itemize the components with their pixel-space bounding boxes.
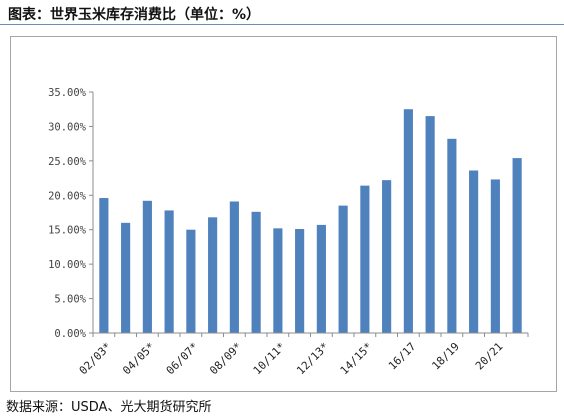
- bar-08/09*: [229, 201, 239, 333]
- y-tick-label: 5.00%: [54, 294, 86, 306]
- x-tick-label: 02/03*: [77, 340, 114, 377]
- bar-15/16*: [382, 180, 392, 333]
- bar-04/05*: [142, 200, 152, 333]
- x-axis: 02/03* 04/05* 06/07* 08/09* 10/11* 12/13* 14/1…: [77, 332, 529, 377]
- bar-17/18: [425, 116, 435, 333]
- bar-14/15*: [360, 185, 370, 333]
- bar-18/19: [447, 138, 457, 333]
- bar-03/04*: [121, 222, 131, 333]
- y-axis: 0.00% 5.00% 10.00% 15.00% 20.00% 25.00% 30.00%…: [48, 87, 94, 340]
- y-tick-label: 15.00%: [48, 225, 87, 237]
- x-tick-label: 16/17: [386, 340, 419, 373]
- y-tick-label: 35.00%: [48, 87, 87, 99]
- bar-19/20: [469, 170, 479, 333]
- title-divider: [0, 24, 564, 25]
- x-tick-label: 08/09*: [207, 340, 244, 377]
- bar-21/22: [512, 158, 522, 333]
- y-tick-label: 10.00%: [48, 259, 87, 271]
- source-note: 数据来源：USDA、光大期货研究所: [6, 400, 212, 415]
- y-tick-label: 30.00%: [48, 121, 87, 133]
- x-tick-label: 20/21: [473, 340, 506, 373]
- bar-20/21: [490, 179, 500, 333]
- y-tick-label: 20.00%: [48, 190, 87, 202]
- bars: [99, 109, 522, 333]
- x-tick-label: 10/11*: [251, 340, 288, 377]
- bar-chart: 0.00% 5.00% 10.00% 15.00% 20.00% 25.00% 30.00%…: [48, 87, 529, 377]
- bar-05/06*: [164, 210, 174, 333]
- bar-10/11*: [273, 228, 283, 333]
- y-tick-label: 0.00%: [54, 328, 86, 340]
- x-tick-label: 06/07*: [164, 340, 201, 377]
- bar-11/12*: [295, 229, 305, 333]
- x-tick-label: 12/13*: [294, 340, 331, 377]
- bar-06/07*: [186, 229, 196, 333]
- y-tick-label: 25.00%: [48, 156, 87, 168]
- bar-12/13*: [316, 224, 326, 333]
- bar-09/10*: [251, 211, 261, 333]
- x-tick-label: 04/05*: [120, 340, 157, 377]
- chart-title: 图表：世界玉米库存消费比（单位：%）: [8, 7, 261, 23]
- bar-02/03*: [99, 198, 109, 333]
- chart-frame: 0.00% 5.00% 10.00% 15.00% 20.00% 25.00% 30.00%…: [10, 36, 557, 392]
- bar-07/08*: [208, 217, 218, 333]
- x-tick-label: 14/15*: [338, 340, 375, 377]
- bar-16/17: [403, 109, 413, 333]
- x-tick-label: 18/19: [429, 340, 462, 373]
- bar-13/14*: [338, 205, 348, 333]
- title-bar: 图表：世界玉米库存消费比（单位：%）: [0, 0, 564, 26]
